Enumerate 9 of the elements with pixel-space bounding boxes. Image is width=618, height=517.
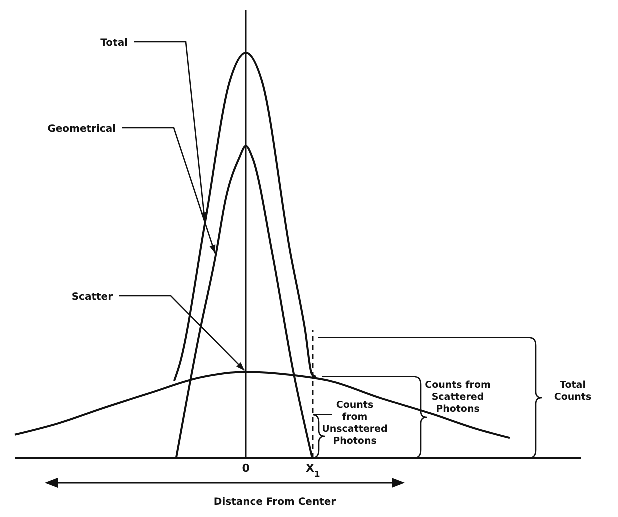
- annotation: Total Counts: [554, 380, 592, 403]
- x-axis-title: Distance From Center: [214, 497, 336, 508]
- x-tick-label: X$_{1}$: [306, 462, 320, 479]
- x-tick-label: 0: [242, 462, 250, 475]
- annotation: Counts from Scattered Photons: [425, 380, 491, 415]
- text: Geometrical: [48, 124, 116, 135]
- annotation: Counts from Unscattered Photons: [322, 400, 388, 447]
- text: Total: [100, 38, 128, 49]
- text: Scatter: [72, 292, 114, 303]
